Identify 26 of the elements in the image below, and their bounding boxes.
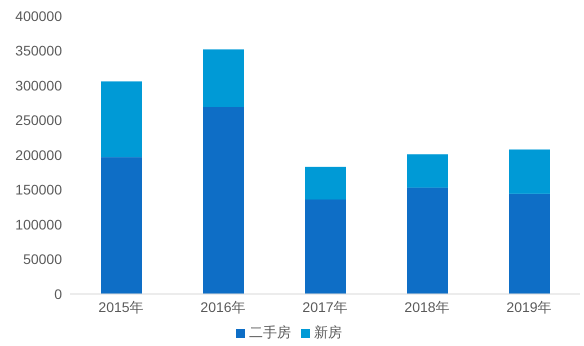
x-tick-label: 2016年 — [200, 298, 246, 315]
y-tick-label: 200000 — [15, 146, 62, 163]
bar — [305, 166, 346, 200]
bar — [509, 194, 550, 294]
x-tick-label: 2019年 — [506, 298, 552, 315]
x-tick-label: 2017年 — [302, 298, 348, 315]
legend-label: 新房 — [314, 324, 342, 340]
x-tick-label: 2018年 — [404, 298, 450, 315]
legend-label: 二手房 — [249, 324, 291, 340]
y-tick-label: 250000 — [15, 112, 62, 128]
y-tick-label: 0 — [54, 286, 62, 302]
bar — [305, 199, 346, 294]
y-tick-label: 150000 — [15, 182, 62, 198]
y-tick-label: 350000 — [15, 42, 62, 59]
bar — [203, 107, 244, 294]
x-tick-label: 2015年 — [98, 298, 144, 315]
bar — [101, 157, 142, 294]
y-tick-label: 400000 — [15, 8, 62, 24]
bar — [407, 154, 448, 188]
bar — [203, 49, 244, 108]
y-tick-label: 300000 — [15, 77, 62, 94]
y-tick-label: 100000 — [15, 216, 62, 232]
y-tick-label: 50000 — [23, 251, 62, 268]
bar — [509, 149, 550, 194]
bar — [101, 81, 142, 158]
bar — [407, 188, 448, 294]
